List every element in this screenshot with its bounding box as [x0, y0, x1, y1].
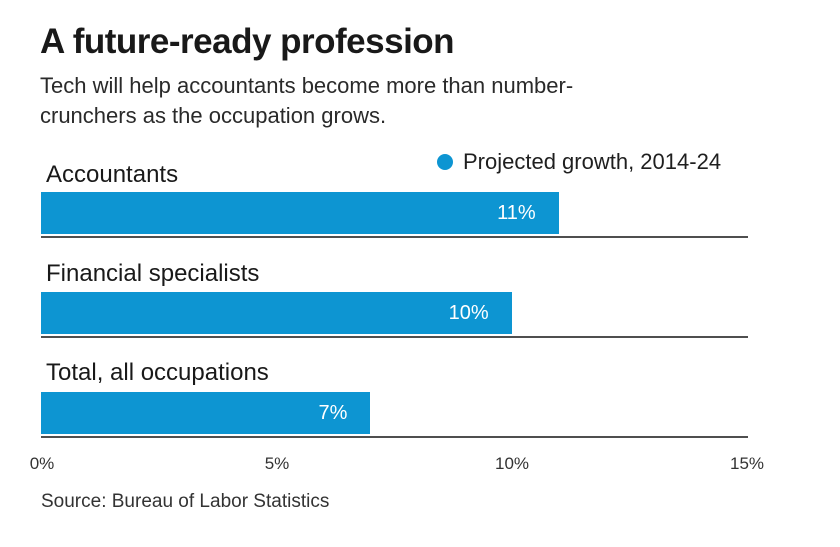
bar-value-label-total-all-occupations: 7%: [318, 402, 348, 424]
bar-label-total-all-occupations: Total, all occupations: [46, 359, 269, 386]
bar-total-all-occupations: 7%: [41, 392, 371, 434]
source-note: Source: Bureau of Labor Statistics: [41, 491, 330, 512]
bar-label-accountants: Accountants: [46, 161, 179, 188]
legend-dot-icon: [437, 154, 453, 170]
chart-subtitle: Tech will help accountants become more t…: [40, 71, 573, 131]
chart-subtitle-line-1: Tech will help accountants become more t…: [40, 73, 574, 98]
x-axis-tick-10: 10%: [494, 454, 530, 473]
bar-accountants: 11%: [41, 192, 559, 234]
x-axis-tick-15: 15%: [729, 454, 765, 473]
x-axis-tick-5: 5%: [264, 454, 290, 473]
bar-value-label-financial-specialists: 10%: [448, 302, 489, 324]
chart-subtitle-line-2: crunchers as the occupation grows.: [40, 103, 387, 128]
bar-track-total-all-occupations: 7%: [41, 392, 747, 434]
bar-label-financial-specialists: Financial specialists: [46, 260, 260, 287]
x-axis-tick-0: 0%: [29, 454, 55, 473]
chart-legend: Projected growth, 2014-24: [437, 148, 721, 176]
bar-value-label-accountants: 11%: [497, 202, 536, 224]
bar-financial-specialists: 10%: [41, 292, 512, 334]
separator-line: [41, 236, 748, 238]
bar-track-financial-specialists: 10%: [41, 292, 747, 334]
legend-label: Projected growth, 2014-24: [463, 149, 722, 174]
separator-line: [41, 336, 748, 338]
separator-line: [41, 436, 748, 438]
bar-track-accountants: 11%: [41, 192, 747, 234]
chart-title: A future-ready profession: [40, 22, 455, 61]
